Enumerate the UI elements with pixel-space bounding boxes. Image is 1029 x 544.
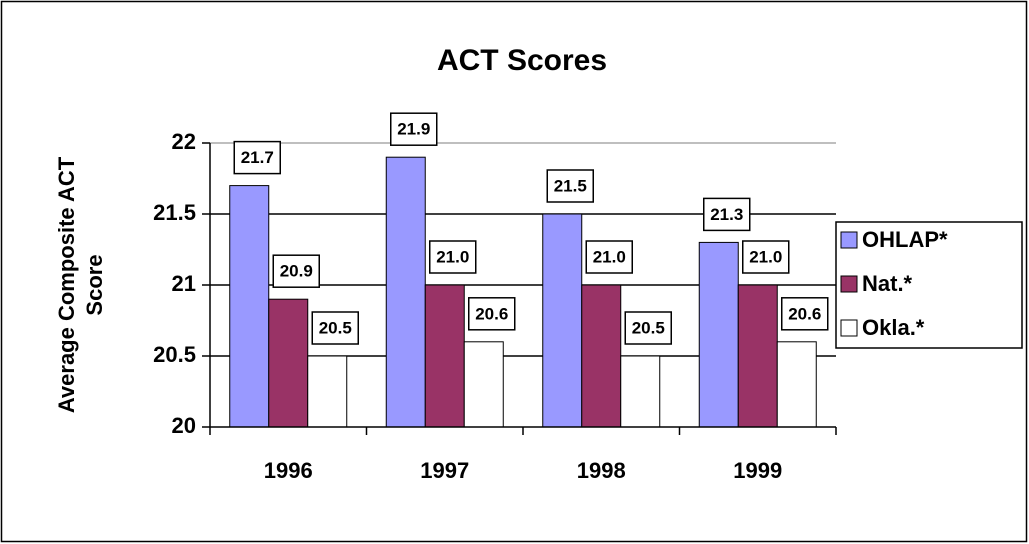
bar — [385, 156, 426, 428]
y-tick-label: 21 — [172, 271, 196, 296]
data-label-box — [468, 297, 516, 331]
x-tick-label: 1997 — [420, 458, 469, 483]
legend-label: Nat.* — [862, 271, 913, 296]
bar — [737, 284, 778, 428]
x-tick-label: 1998 — [577, 458, 626, 483]
data-label: 20.5 — [632, 318, 665, 337]
chart-title: ACT Scores — [437, 44, 607, 77]
y-tick-label: 21.5 — [153, 200, 196, 225]
data-label-box — [429, 240, 477, 274]
data-label-box — [703, 197, 751, 232]
bar — [698, 241, 739, 428]
data-label-box — [742, 240, 790, 274]
data-label: 20.9 — [280, 262, 313, 281]
y-tick-label: 20.5 — [153, 342, 196, 367]
data-label: 21.5 — [554, 176, 587, 195]
legend-swatch — [840, 275, 858, 293]
bar — [268, 298, 309, 428]
data-label: 21.3 — [710, 205, 743, 224]
data-label-box — [311, 311, 359, 345]
bar — [424, 284, 465, 428]
data-label: 21.9 — [397, 120, 430, 139]
legend-label: Okla.* — [862, 315, 925, 340]
y-axis-title: Average Composite ACT Score — [54, 156, 107, 413]
bar — [463, 341, 504, 428]
data-label-box — [233, 140, 281, 175]
data-label: 20.6 — [475, 304, 508, 323]
data-label-box — [781, 297, 829, 331]
bar — [776, 341, 817, 428]
bar — [620, 355, 661, 428]
y-axis-title-line: Average Composite ACT — [54, 156, 79, 413]
legend-swatch — [840, 319, 858, 337]
y-tick-label: 22 — [172, 129, 196, 154]
legend-label: OHLAP* — [862, 227, 948, 252]
bar — [542, 213, 583, 428]
legend-swatch — [840, 231, 858, 249]
x-tick-label: 1996 — [264, 458, 313, 483]
data-label: 21.7 — [241, 148, 274, 167]
y-tick-label: 20 — [172, 413, 196, 438]
data-label: 21.0 — [749, 247, 782, 266]
data-label: 21.0 — [436, 247, 469, 266]
data-label-box — [624, 311, 672, 345]
data-label: 20.5 — [319, 318, 352, 337]
data-label: 21.0 — [593, 247, 626, 266]
data-label-box — [546, 169, 594, 203]
bar — [229, 185, 270, 428]
bar — [581, 284, 622, 428]
y-axis-title-line: Score — [82, 254, 107, 315]
bar — [307, 355, 348, 428]
legend-box — [835, 221, 1023, 349]
data-label-box — [390, 112, 438, 146]
data-label-box — [272, 254, 320, 288]
data-label-box — [585, 240, 633, 274]
data-label: 20.6 — [788, 304, 821, 323]
x-tick-label: 1999 — [733, 458, 782, 483]
